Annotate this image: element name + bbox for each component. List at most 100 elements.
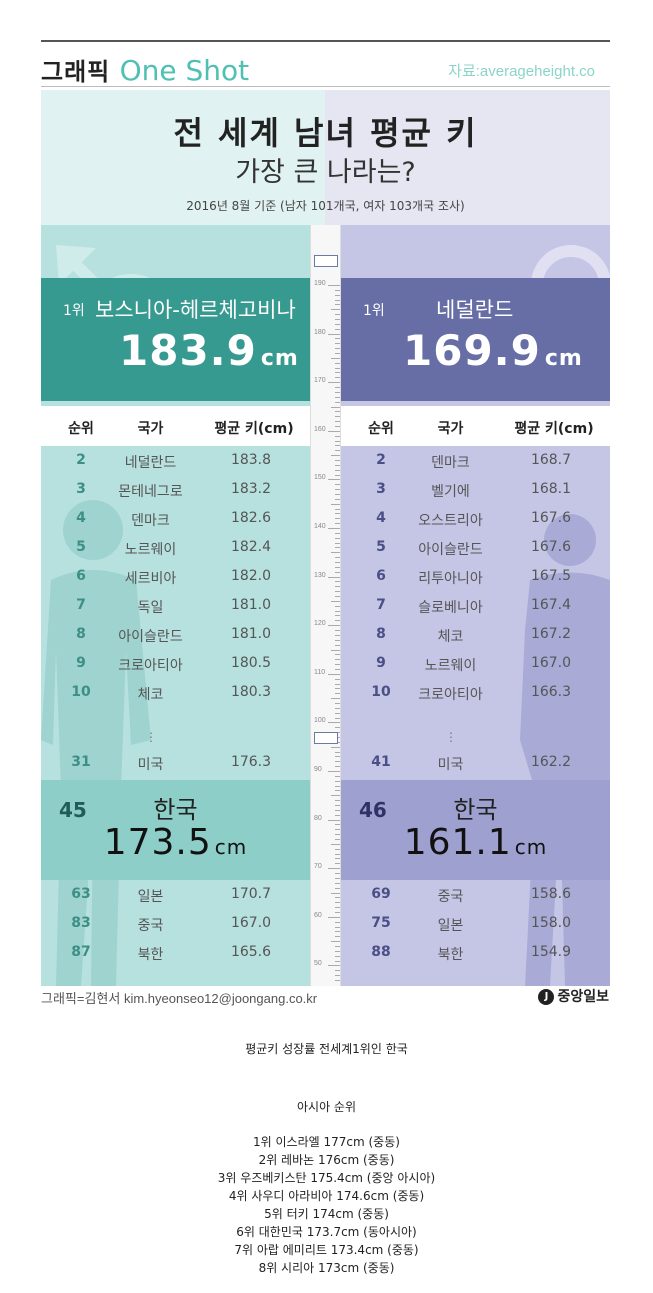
row-height: 167.6	[530, 510, 572, 526]
ruler-tick	[335, 834, 340, 836]
ruler-tick	[335, 848, 340, 850]
row-country: 중국	[137, 918, 164, 934]
ruler-tick	[335, 367, 340, 369]
asia-rank-item: 4위 사우디 아라비아 174.6cm (중동)	[228, 1189, 425, 1203]
row-height: 180.5	[230, 655, 272, 671]
ruler-tick	[335, 328, 340, 330]
ruler-tick	[328, 333, 340, 335]
ruler-tick	[335, 780, 340, 782]
ruler-tick	[335, 391, 340, 393]
female-top-value: 169.9 cm	[403, 326, 583, 375]
ruler-tick	[335, 338, 340, 340]
ruler-tick	[335, 824, 340, 826]
logo-mark-icon: J	[538, 989, 555, 1005]
ruler-tick	[335, 805, 340, 807]
row-height: 170.7	[230, 886, 272, 902]
row-country: 북한	[137, 947, 164, 963]
ruler-tick	[335, 474, 340, 476]
infographic-poster: 전 세계 남녀 평균 키 가장 큰 나라는? 2016년 8월 기준 (남자 1…	[41, 90, 610, 986]
row-country: 덴마크	[131, 513, 170, 529]
ruler-tick	[335, 401, 340, 403]
row-country: 슬로베니아	[418, 600, 483, 616]
male-top-box: 1위 보스니아-헤르체고비나 183.9 cm	[41, 278, 310, 401]
ruler-tick	[335, 630, 340, 632]
row-rank: 8	[376, 626, 386, 642]
ranking-row: 9 노르웨이 167.0	[341, 655, 610, 684]
ruler-tick	[335, 396, 340, 398]
ruler-tick	[335, 435, 340, 437]
row-country: 미국	[437, 757, 464, 773]
ruler-tick	[328, 722, 340, 724]
header-country: 국가	[437, 421, 464, 437]
asia-rank-item: 8위 시리아 173cm (중동)	[258, 1261, 395, 1275]
ruler-tick	[328, 965, 340, 967]
male-korea-box: 45 한국 173.5 cm	[41, 780, 310, 880]
row-country: 오스트리아	[418, 513, 483, 529]
ruler-tick	[335, 493, 340, 495]
row-rank: 7	[376, 597, 386, 613]
ruler-tick	[335, 498, 340, 500]
row-rank: 88	[371, 944, 391, 960]
ranking-row: 6 리투아니아 167.5	[341, 568, 610, 597]
ruler-tick	[335, 440, 340, 442]
ruler-tick	[335, 562, 340, 564]
ruler-tick	[335, 877, 340, 879]
ruler-tick	[331, 795, 340, 797]
ruler-tick	[335, 751, 340, 753]
top-rule	[41, 40, 610, 42]
male-korea-value: 173.5 cm	[103, 822, 248, 863]
ranking-row: 7 독일 181.0	[41, 597, 310, 626]
row-country: 북한	[437, 947, 464, 963]
row-rank: 3	[376, 481, 386, 497]
ruler-tick	[335, 702, 340, 704]
brand-oneshot: One Shot	[119, 54, 250, 87]
row-country: 크로아티아	[418, 687, 483, 703]
row-rank: 6	[76, 568, 86, 584]
ranking-row: 3 벨기에 168.1	[341, 481, 610, 510]
ruler-tick	[335, 314, 340, 316]
header-rank: 순위	[68, 421, 94, 437]
ruler-tick	[335, 975, 340, 977]
ruler-tick	[335, 639, 340, 641]
row-country: 세르비아	[124, 571, 177, 587]
row-height: 183.8	[230, 452, 272, 468]
header-height: 평균 키(cm)	[514, 421, 594, 437]
row-country: 미국	[137, 757, 164, 773]
female-top-box: 1위 네덜란드 169.9 cm	[341, 278, 610, 401]
ruler-tick	[335, 936, 340, 938]
row-rank: 31	[71, 754, 91, 770]
female-top-rank: 1위	[363, 303, 385, 319]
female-korea-value: 161.1 cm	[403, 822, 548, 863]
row-height: 162.2	[530, 754, 572, 770]
ranking-row: 31 미국 176.3	[41, 754, 310, 783]
ruler-tick-label: 140	[314, 523, 326, 530]
ruler-tick	[335, 683, 340, 685]
row-country: 노르웨이	[424, 658, 477, 674]
ruler-tick	[335, 425, 340, 427]
row-height: 166.3	[530, 684, 572, 700]
ruler-tick	[328, 868, 340, 870]
row-height: 167.2	[530, 626, 572, 642]
ruler-tick	[335, 659, 340, 661]
row-height: 167.0	[230, 915, 272, 931]
ruler-tick-label: 130	[314, 571, 326, 579]
row-rank: 69	[371, 886, 391, 902]
female-top-country: 네덜란드	[436, 298, 514, 322]
ruler-tick	[335, 289, 340, 291]
row-rank: 3	[76, 481, 86, 497]
ranking-row: 87 북한 165.6	[41, 944, 310, 973]
ruler-tick	[335, 790, 340, 792]
ruler-tick	[331, 552, 340, 554]
ruler-tick	[335, 693, 340, 695]
row-country: 일본	[437, 918, 464, 934]
ruler-tick	[331, 503, 340, 505]
row-height: 181.0	[230, 626, 272, 642]
ruler-tick-label: 110	[314, 668, 326, 676]
ruler-tick	[335, 688, 340, 690]
ranking-row: 88 북한 154.9	[341, 944, 610, 973]
ranking-row: 4 오스트리아 167.6	[341, 510, 610, 539]
row-rank: 10	[371, 684, 391, 700]
ruler-tick	[331, 698, 340, 700]
ruler-tick-label: 180	[314, 328, 326, 336]
ruler-tick	[328, 430, 340, 432]
